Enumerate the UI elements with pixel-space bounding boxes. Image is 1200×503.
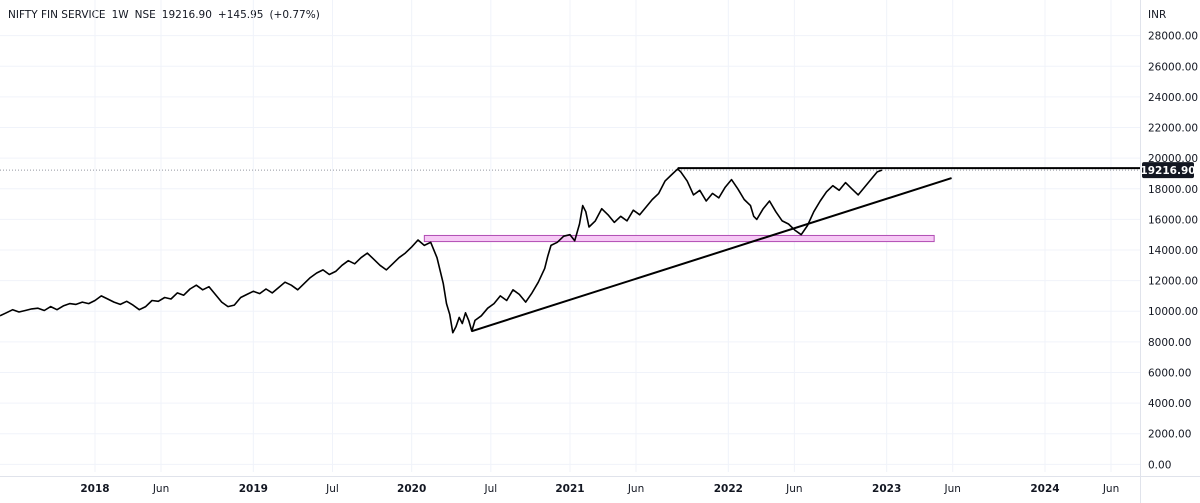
y-tick-label: 4000.00 (1148, 398, 1191, 410)
grid (0, 0, 1140, 472)
y-tick-label: 22000.00 (1148, 123, 1198, 135)
x-tick-label: 2023 (872, 483, 901, 495)
symbol-name[interactable]: NIFTY FIN SERVICE (8, 9, 106, 21)
y-tick-label: 16000.00 (1148, 214, 1198, 226)
y-tick-label: 2000.00 (1148, 429, 1191, 441)
support-zone-rect[interactable] (423, 234, 935, 243)
x-tick-label: Jun (785, 483, 802, 495)
y-tick-label: 8000.00 (1148, 337, 1191, 349)
y-tick-label: 26000.00 (1148, 61, 1198, 73)
last-price-tag: 19216.90 (1140, 162, 1196, 179)
x-tick-label: 2018 (80, 483, 109, 495)
chart-header: NIFTY FIN SERVICE 1W NSE 19216.90 +145.95 (+0… (8, 9, 326, 21)
price-tag-label: 19216.90 (1140, 165, 1195, 177)
y-tick-label: 12000.00 (1148, 276, 1198, 288)
y-tick-label: 10000.00 (1148, 306, 1198, 318)
y-tick-label: 28000.00 (1148, 31, 1198, 43)
y-tick-label: 18000.00 (1148, 184, 1198, 196)
x-tick-label: 2024 (1030, 483, 1059, 495)
y-tick-label: 14000.00 (1148, 245, 1198, 257)
price-series (0, 168, 883, 334)
x-tick-label: Jul (483, 483, 497, 495)
trendline[interactable] (471, 177, 952, 333)
change-percent: (+0.77%) (269, 9, 320, 21)
x-tick-label: Jun (152, 483, 169, 495)
x-tick-label: 2020 (397, 483, 426, 495)
x-tick-label: Jul (325, 483, 339, 495)
time-axis[interactable]: 2018 Jun 2019 Jul 2020 Jul 2021 Jun 2022 Jun 2023 J… (0, 476, 1200, 496)
x-tick-label: Jun (1102, 483, 1119, 495)
interval[interactable]: 1W (111, 9, 129, 21)
x-tick-label: 2021 (555, 483, 584, 495)
y-tick-label: 0.00 (1148, 459, 1171, 471)
price-axis[interactable]: 0.00 2000.00 4000.00 6000.00 8000.00 10000.00… (1140, 0, 1199, 503)
support-zone[interactable] (423, 234, 935, 243)
price-line (0, 168, 883, 334)
x-tick-label: Jun (943, 483, 960, 495)
currency-label: INR (1148, 9, 1167, 21)
x-tick-label: 2019 (239, 483, 268, 495)
exchange: NSE (134, 9, 156, 21)
x-tick-label: Jun (627, 483, 644, 495)
x-tick-label: 2022 (714, 483, 743, 495)
last-value: 19216.90 (161, 9, 212, 21)
change-value: +145.95 (217, 9, 264, 21)
y-tick-label: 6000.00 (1148, 367, 1191, 379)
price-tag-bg (1142, 162, 1194, 179)
y-tick-label: 24000.00 (1148, 92, 1198, 104)
drawn-lines[interactable] (471, 167, 1140, 333)
